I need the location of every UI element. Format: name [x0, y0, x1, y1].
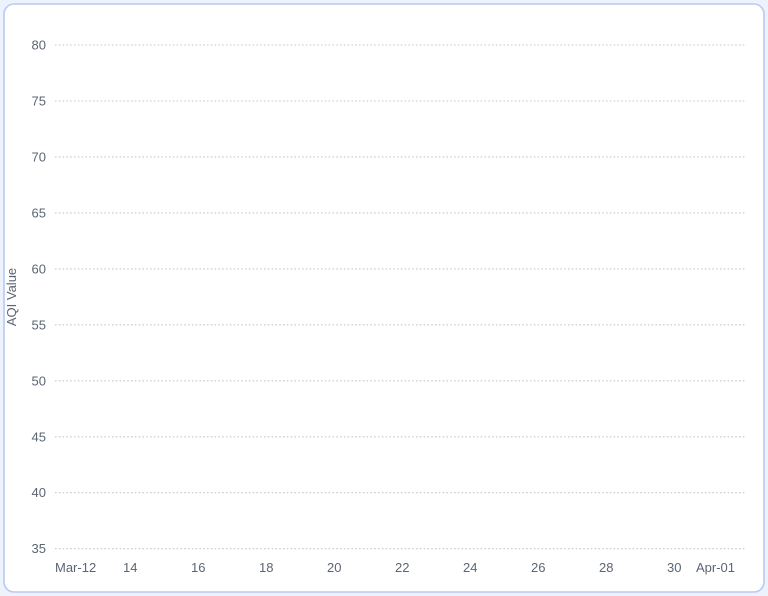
svg-text:Mar-12: Mar-12	[55, 560, 96, 575]
svg-text:65: 65	[32, 205, 46, 220]
svg-text:20: 20	[327, 560, 341, 575]
svg-text:18: 18	[259, 560, 273, 575]
svg-text:75: 75	[32, 94, 46, 109]
svg-text:55: 55	[32, 317, 46, 332]
svg-text:45: 45	[32, 429, 46, 444]
svg-text:35: 35	[32, 541, 46, 556]
svg-text:24: 24	[463, 560, 477, 575]
svg-text:22: 22	[395, 560, 409, 575]
svg-text:70: 70	[32, 149, 46, 164]
svg-text:50: 50	[32, 373, 46, 388]
svg-text:26: 26	[531, 560, 545, 575]
svg-text:14: 14	[123, 560, 137, 575]
svg-text:40: 40	[32, 485, 46, 500]
svg-text:AQI Value: AQI Value	[4, 268, 19, 326]
svg-text:16: 16	[191, 560, 205, 575]
svg-text:30: 30	[667, 560, 681, 575]
svg-text:80: 80	[32, 38, 46, 53]
svg-text:60: 60	[32, 261, 46, 276]
svg-text:28: 28	[599, 560, 613, 575]
svg-text:Apr-01: Apr-01	[696, 560, 735, 575]
